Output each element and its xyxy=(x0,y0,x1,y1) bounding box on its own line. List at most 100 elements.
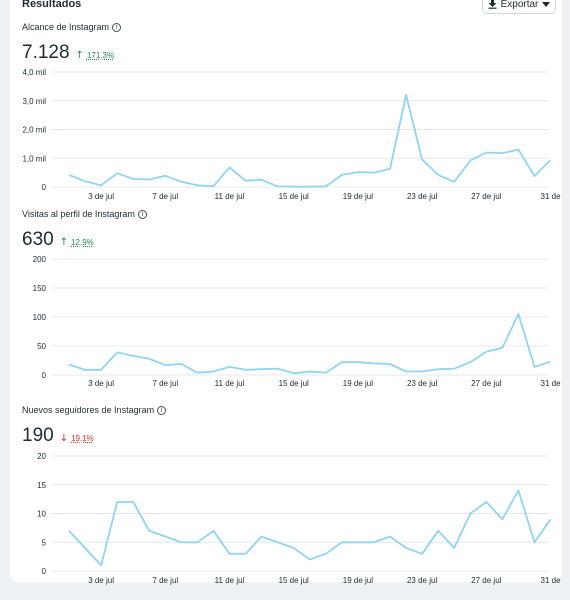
x-tick-label: 23 de jul xyxy=(407,379,437,388)
x-tick-label: 15 de jul xyxy=(279,576,309,585)
info-icon[interactable]: i xyxy=(112,22,122,32)
data-point[interactable] xyxy=(260,535,264,539)
data-point[interactable] xyxy=(292,546,296,550)
x-tick-label: 31 de xyxy=(541,576,562,585)
data-point[interactable] xyxy=(436,529,440,533)
data-point[interactable] xyxy=(308,558,312,562)
new-followers-trend: ↓ 19,1% xyxy=(60,433,94,444)
y-tick-label: 4,0 mil xyxy=(22,68,46,77)
data-point[interactable] xyxy=(484,500,488,504)
chevron-down-icon xyxy=(542,1,551,7)
x-tick-label: 3 de jul xyxy=(88,379,114,388)
x-tick-label: 27 de jul xyxy=(471,379,501,388)
y-tick-label: 0 xyxy=(42,567,47,576)
reach-chart: 4,0 mil 3,0 mil 2,0 mil 1,0 mil 0 3 de jul 7 d… xyxy=(22,68,562,201)
x-tick-label: 11 de jul xyxy=(215,576,245,585)
y-tick-label: 100 xyxy=(33,313,47,322)
data-point[interactable] xyxy=(244,552,248,556)
data-point[interactable] xyxy=(131,500,135,504)
data-point[interactable] xyxy=(500,517,504,521)
info-icon[interactable]: i xyxy=(157,405,167,415)
data-point[interactable] xyxy=(452,546,456,550)
x-tick-label: 19 de jul xyxy=(343,576,373,585)
data-point[interactable] xyxy=(388,535,392,539)
data-point[interactable] xyxy=(211,529,215,533)
export-button[interactable]: Exportar xyxy=(482,0,556,14)
x-tick-label: 3 de jul xyxy=(88,576,114,585)
data-point[interactable] xyxy=(532,540,536,544)
data-point[interactable] xyxy=(99,563,103,567)
series-line[interactable] xyxy=(68,94,552,188)
reach-label: Alcance de Instagram i xyxy=(22,22,122,32)
data-point[interactable] xyxy=(516,489,520,493)
x-tick-label: 31 de xyxy=(541,379,562,388)
x-tick-label: 11 de jul xyxy=(215,192,245,201)
page-title: Resultados xyxy=(22,0,82,10)
series-line[interactable] xyxy=(68,313,551,375)
reach-trend-percent[interactable]: 171,3% xyxy=(86,51,115,60)
x-tick-label: 31 de xyxy=(541,192,562,201)
y-tick-label: 0 xyxy=(42,371,47,380)
x-tick-label: 7 de jul xyxy=(152,192,178,201)
profile-visits-label-text: Visitas al perfil de Instagram xyxy=(22,209,135,219)
data-point[interactable] xyxy=(195,540,199,544)
download-icon xyxy=(488,0,497,9)
x-tick-label: 7 de jul xyxy=(152,576,178,585)
profile-visits-trend-percent[interactable]: 12,9% xyxy=(71,238,94,247)
arrow-down-icon: ↓ xyxy=(59,433,69,444)
y-tick-label: 10 xyxy=(37,510,46,519)
data-point[interactable] xyxy=(163,535,167,539)
data-point[interactable] xyxy=(340,540,344,544)
arrow-up-icon: ↑ xyxy=(75,50,84,61)
reach-value: 7.128 xyxy=(22,42,70,63)
profile-visits-label: Visitas al perfil de Instagram i xyxy=(22,209,147,219)
x-tick-label: 11 de jul xyxy=(215,379,245,388)
profile-visits-trend: ↑ 12,9% xyxy=(60,237,94,248)
y-tick-label: 200 xyxy=(33,255,47,264)
profile-visits-metric: 630 ↑ 12,9% xyxy=(22,229,94,251)
info-icon[interactable]: i xyxy=(137,209,147,219)
data-point[interactable] xyxy=(468,512,472,516)
profile-visits-chart: 200 150 100 50 0 3 de jul 7 de jul 11 de jul 15 … xyxy=(33,255,562,388)
data-point[interactable] xyxy=(147,529,151,533)
data-point[interactable] xyxy=(83,546,87,550)
data-point[interactable] xyxy=(372,540,376,544)
x-tick-label: 3 de jul xyxy=(88,192,114,201)
y-tick-label: 2,0 mil xyxy=(22,126,46,135)
new-followers-label-text: Nuevos seguidores de Instagram xyxy=(22,405,155,415)
data-point[interactable] xyxy=(420,552,424,556)
arrow-up-icon: ↑ xyxy=(59,237,69,248)
export-label: Exportar xyxy=(500,0,539,10)
new-followers-trend-percent[interactable]: 19,1% xyxy=(71,434,94,443)
x-tick-label: 27 de jul xyxy=(471,192,501,201)
y-tick-label: 20 xyxy=(37,452,46,461)
y-tick-label: 1,0 mil xyxy=(22,154,46,163)
reach-metric: 7.128 ↑ 171,3% xyxy=(22,42,114,64)
data-point[interactable] xyxy=(549,517,553,521)
new-followers-label: Nuevos seguidores de Instagram i xyxy=(22,405,167,415)
data-point[interactable] xyxy=(179,540,183,544)
data-point[interactable] xyxy=(356,540,360,544)
x-tick-label: 15 de jul xyxy=(279,192,309,201)
x-tick-label: 19 de jul xyxy=(343,192,373,201)
y-tick-label: 15 xyxy=(37,481,46,490)
x-tick-label: 27 de jul xyxy=(471,576,501,585)
y-tick-label: 150 xyxy=(33,284,47,293)
x-tick-label: 7 de jul xyxy=(152,379,178,388)
data-point[interactable] xyxy=(324,552,328,556)
new-followers-value: 190 xyxy=(22,425,54,446)
x-tick-label: 23 de jul xyxy=(407,192,437,201)
reach-label-text: Alcance de Instagram xyxy=(22,22,110,32)
data-point[interactable] xyxy=(276,540,280,544)
new-followers-metric: 190 ↓ 19,1% xyxy=(22,425,94,447)
y-tick-label: 0 xyxy=(42,183,47,192)
x-tick-label: 19 de jul xyxy=(343,379,373,388)
x-tick-label: 15 de jul xyxy=(279,379,309,388)
data-point[interactable] xyxy=(115,500,119,504)
data-point[interactable] xyxy=(67,529,71,533)
data-point[interactable] xyxy=(228,552,232,556)
y-tick-label: 3,0 mil xyxy=(22,97,46,106)
data-point[interactable] xyxy=(404,546,408,550)
series-line[interactable] xyxy=(68,489,552,567)
x-tick-label: 23 de jul xyxy=(407,576,437,585)
